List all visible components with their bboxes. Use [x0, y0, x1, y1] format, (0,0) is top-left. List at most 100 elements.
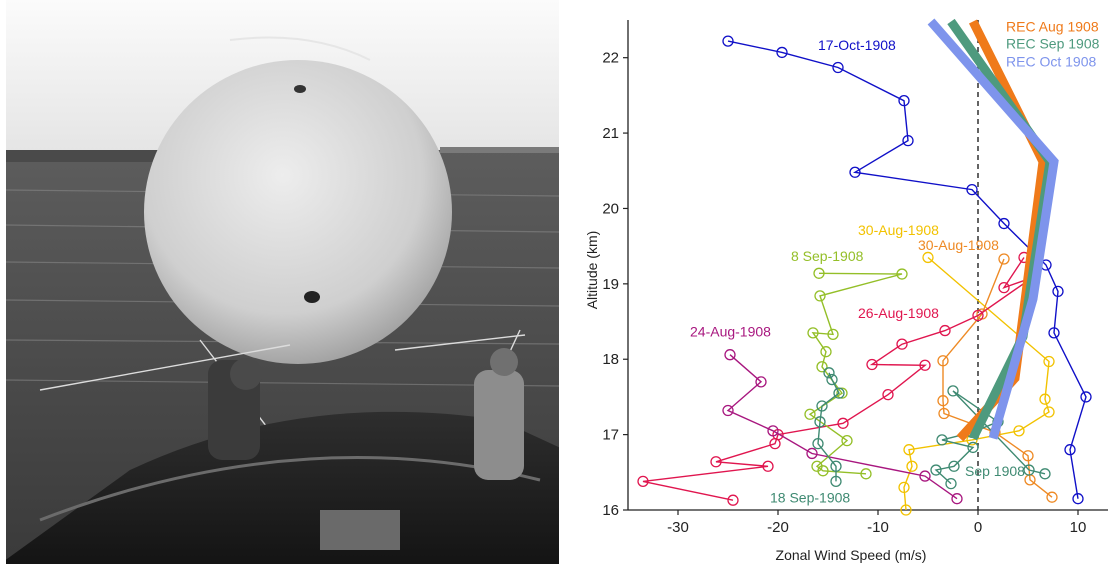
- series-label-rec-aug-1908: REC Aug 1908: [1006, 18, 1099, 34]
- data-point-8-sep-1908: [827, 328, 839, 341]
- chart-axes: -30 -20 -10 0 10 16 17 18 19 20 21 22: [602, 20, 1108, 536]
- series-line-8-sep-1908: [808, 272, 903, 475]
- series-line-17-oct-1908: [727, 40, 1087, 499]
- data-point-30-aug-1908: [998, 253, 1010, 265]
- y-tick-label: 21: [602, 125, 619, 142]
- data-point-30-aug-1908: [903, 444, 915, 456]
- data-point-18-sep-1908: [826, 373, 838, 386]
- data-point-30-aug-1908: [1013, 425, 1025, 437]
- data-point-8-sep-1908: [813, 267, 825, 279]
- data-point-30-aug-1908: [922, 251, 934, 264]
- series-label-8-sep-1908: 8 Sep-1908: [791, 248, 864, 264]
- data-point-18-sep-1908: [833, 387, 845, 399]
- data-point-30-aug-1908: [1046, 491, 1058, 503]
- data-point-8-sep-1908: [896, 268, 908, 280]
- x-tick-label: 0: [974, 519, 982, 536]
- series-line-rec-sep-1908: [947, 18, 1055, 441]
- data-point-18-sep-1908: [830, 460, 842, 472]
- data-point-17-oct-1908: [898, 95, 910, 107]
- series-line-rec-oct-1908: [927, 18, 1059, 440]
- series-label-18-sep-1908: 18 Sep-1908: [770, 489, 850, 505]
- data-point-17-oct-1908: [1080, 391, 1092, 403]
- data-point-30-aug-1908: [938, 407, 950, 420]
- data-point-26-aug-1908: [637, 475, 649, 488]
- x-tick-label: -30: [667, 519, 689, 536]
- data-point-8-sep-1908: [816, 361, 828, 373]
- data-point-17-oct-1908: [998, 217, 1010, 230]
- data-point-26-aug-1908: [762, 460, 774, 472]
- x-tick-label: -10: [867, 519, 889, 536]
- data-point-17-oct-1908: [902, 134, 914, 147]
- x-tick-label: -20: [767, 519, 789, 536]
- balloon-photo: [0, 0, 565, 564]
- wind-profile-chart: -30 -20 -10 0 10 16 17 18 19 20 21 22 17-Oct-1908 30…: [584, 18, 1108, 563]
- series-line-30-aug-1908: [942, 258, 1053, 498]
- data-point-sep-1908: [1039, 468, 1051, 480]
- data-point-26-aug-1908: [882, 389, 894, 401]
- data-point-30-aug-1908: [937, 355, 949, 367]
- data-point-17-oct-1908: [1052, 285, 1064, 298]
- data-point-18-sep-1908: [830, 475, 842, 488]
- x-axis-label: Zonal Wind Speed (m/s): [776, 547, 927, 563]
- data-point-30-aug-1908: [898, 481, 910, 494]
- data-point-17-oct-1908: [776, 46, 788, 59]
- series-line-24-aug-1908: [726, 354, 958, 500]
- data-point-17-oct-1908: [722, 35, 734, 47]
- y-tick-label: 16: [602, 502, 619, 519]
- data-point-17-oct-1908: [1072, 493, 1084, 505]
- series-label-rec-oct-1908: REC Oct 1908: [1006, 54, 1096, 70]
- data-point-8-sep-1908: [820, 346, 832, 358]
- data-point-18-sep-1908: [816, 400, 828, 412]
- data-point-30-aug-1908: [937, 395, 949, 407]
- data-point-8-sep-1908: [807, 327, 819, 339]
- series-label-sep-1908: Sep 1908: [965, 463, 1025, 479]
- data-point-26-aug-1908: [939, 324, 951, 337]
- data-point-26-aug-1908: [837, 417, 849, 429]
- data-point-30-aug-1908: [900, 504, 912, 516]
- data-point-sep-1908: [945, 477, 957, 490]
- data-point-24-aug-1908: [919, 470, 931, 482]
- data-point-8-sep-1908: [836, 387, 848, 399]
- data-point-17-oct-1908: [1064, 444, 1076, 456]
- data-point-sep-1908: [967, 441, 979, 454]
- data-point-17-oct-1908: [966, 183, 978, 196]
- data-point-26-aug-1908: [727, 494, 739, 506]
- y-tick-label: 20: [602, 200, 619, 217]
- data-point-17-oct-1908: [832, 61, 844, 74]
- y-tick-label: 17: [602, 427, 619, 444]
- data-point-18-sep-1908: [812, 438, 824, 450]
- data-point-30-aug-1908: [1039, 393, 1051, 405]
- data-point-26-aug-1908: [710, 456, 722, 468]
- series-label-17-oct-1908: 17-Oct-1908: [818, 37, 896, 53]
- data-point-24-aug-1908: [722, 404, 734, 417]
- data-point-24-aug-1908: [951, 493, 963, 505]
- y-tick-label: 22: [602, 50, 619, 67]
- series-label-26-aug-1908: 26-Aug-1908: [858, 305, 939, 321]
- data-point-8-sep-1908: [804, 408, 816, 420]
- data-point-18-sep-1908: [823, 367, 835, 379]
- data-point-26-aug-1908: [866, 358, 878, 371]
- data-point-24-aug-1908: [755, 376, 767, 388]
- series-label-24-aug-1908: 24-Aug-1908: [690, 324, 771, 340]
- data-point-30-aug-1908: [1043, 406, 1055, 418]
- data-point-26-aug-1908: [998, 281, 1010, 294]
- data-point-sep-1908: [1023, 464, 1035, 476]
- data-point-sep-1908: [947, 385, 959, 397]
- data-point-8-sep-1908: [841, 434, 853, 447]
- data-point-8-sep-1908: [811, 460, 823, 472]
- series-label-30-aug-1908: 30-Aug-1908: [858, 222, 939, 238]
- data-point-17-oct-1908: [1048, 327, 1060, 339]
- data-point-sep-1908: [948, 460, 960, 472]
- data-point-8-sep-1908: [814, 290, 826, 302]
- series-label-rec-sep-1908: REC Sep 1908: [1006, 36, 1100, 52]
- series-label-30-aug-1908: 30-Aug-1908: [918, 237, 999, 253]
- y-axis-label: Altitude (km): [584, 231, 600, 310]
- data-point-30-aug-1908: [906, 460, 918, 472]
- data-point-26-aug-1908: [896, 338, 908, 350]
- x-tick-label: 10: [1070, 519, 1087, 536]
- series-line-26-aug-1908: [642, 257, 1033, 501]
- data-point-24-aug-1908: [806, 447, 818, 460]
- data-point-sep-1908: [930, 464, 942, 476]
- data-point-18-sep-1908: [814, 416, 826, 428]
